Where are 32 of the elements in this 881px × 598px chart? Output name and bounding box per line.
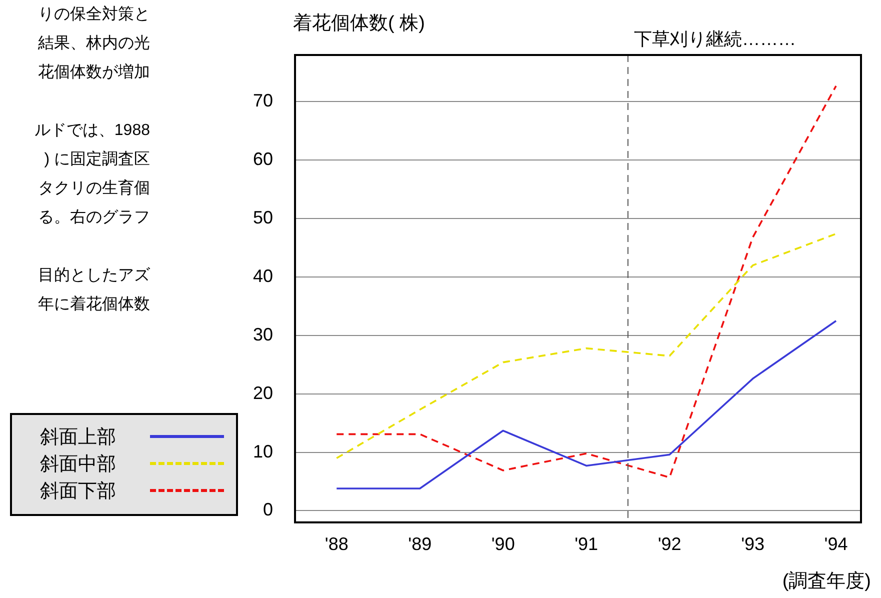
text: ) に固定調査区 <box>43 150 150 170</box>
text: タクリの生育個 <box>37 178 150 199</box>
y-tick-label: 30 <box>252 324 274 344</box>
x-tick-label: '92 <box>658 534 682 554</box>
text: ルドでは、1988 <box>33 121 150 141</box>
legend-label: 斜面下部 <box>40 480 117 504</box>
text: 目的としたアズ <box>37 266 150 286</box>
legend-label: 斜面上部 <box>40 426 117 450</box>
y-tick-label: 20 <box>252 382 274 403</box>
y-tick-label: 40 <box>252 266 274 286</box>
legend-label: 斜面中部 <box>40 452 117 476</box>
line-series <box>336 232 837 460</box>
text: 年に着花個体数 <box>37 294 150 315</box>
y-tick-label: 10 <box>252 441 274 462</box>
x-axis-title: (調査年度) <box>782 570 871 594</box>
ref-line-label: 下草刈り継続……… <box>634 28 796 49</box>
text: る。右のグラフ <box>37 208 150 228</box>
x-tick-label: '93 <box>741 534 765 554</box>
x-tick-label: '90 <box>491 534 515 554</box>
text: 花個体数が増加 <box>37 62 150 83</box>
y-tick-label: 0 <box>263 500 274 520</box>
text: 結果、林内の光 <box>37 34 150 54</box>
x-tick-label: '88 <box>324 534 348 554</box>
y-tick-label: 70 <box>252 90 274 111</box>
y-tick-label: 60 <box>252 149 274 170</box>
x-tick-label: '94 <box>824 534 848 554</box>
x-tick-label: '91 <box>574 534 598 554</box>
y-axis-title: 着花個体数( 株) <box>293 12 425 36</box>
y-tick-label: 50 <box>252 208 274 228</box>
line-series <box>336 85 837 478</box>
text: りの保全対策と <box>37 4 150 25</box>
x-tick-label: '89 <box>408 534 432 554</box>
